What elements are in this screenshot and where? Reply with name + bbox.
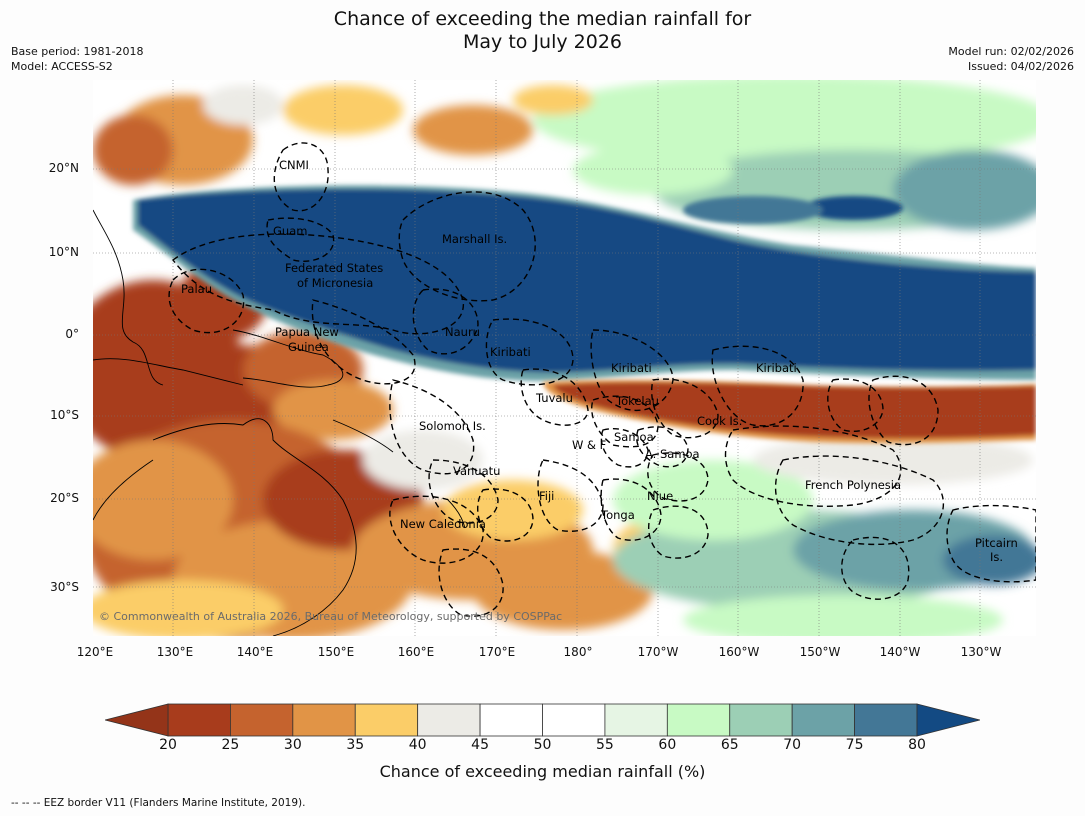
- colorbar-tick-label: 20: [159, 737, 177, 753]
- label-tuvalu: Tuvalu: [536, 391, 573, 405]
- colorbar-cell: [167, 703, 231, 737]
- colorbar-high-extend: [916, 703, 980, 737]
- colorbar-cell: [729, 703, 793, 737]
- colorbar-tick-label: 40: [408, 737, 427, 753]
- label-fsm-line2: of Micronesia: [297, 276, 374, 290]
- title-line-1: Chance of exceeding the median rainfall …: [333, 8, 752, 30]
- label-wallis-futuna: W & F: [572, 438, 607, 452]
- label-kiribati-central: Kiribati: [611, 361, 652, 375]
- meta-right: Model run: 02/02/2026 Issued: 04/02/2026: [948, 44, 1074, 74]
- anomaly-field: [93, 80, 1036, 636]
- lat-label-10n: 10°N: [48, 245, 79, 259]
- lon-label-120e: 120°E: [76, 645, 114, 659]
- label-pitcairn-line2: Is.: [990, 550, 1004, 564]
- lon-label-150e: 150°E: [317, 645, 355, 659]
- label-solomon: Solomon Is.: [419, 419, 486, 433]
- colorbar-tick-label: 25: [221, 737, 240, 753]
- issued-date: Issued: 04/02/2026: [967, 60, 1074, 73]
- lon-label-160e: 160°E: [397, 645, 435, 659]
- label-niue: Niue: [647, 489, 674, 503]
- label-kiribati-west: Kiribati: [490, 345, 531, 359]
- lat-label-0: 0°: [65, 327, 79, 341]
- colorbar-tick-label: 70: [783, 737, 802, 753]
- lon-label-150w: 150°W: [799, 645, 841, 659]
- label-guam: Guam: [273, 224, 308, 238]
- lat-label-30s: 30°S: [50, 580, 79, 594]
- lon-label-140e: 140°E: [236, 645, 274, 659]
- colorbar-tick-label: 65: [720, 737, 739, 753]
- colorbar: [105, 703, 980, 737]
- colorbar-cell: [354, 703, 419, 737]
- label-palau: Palau: [181, 282, 212, 296]
- colorbar-tick-label: 35: [346, 737, 365, 753]
- colorbar-cell: [604, 703, 668, 737]
- colorbar-cell: [542, 703, 606, 737]
- label-fiji: Fiji: [539, 489, 555, 503]
- label-fsm-line1: Federated States: [285, 261, 384, 275]
- lon-label-130e: 130°E: [156, 645, 194, 659]
- lon-label-180: 180°: [563, 645, 593, 659]
- colorbar-low-extend: [105, 703, 169, 737]
- label-nauru: Nauru: [445, 325, 480, 339]
- lat-label-10s: 10°S: [50, 408, 79, 422]
- colorbar-cell: [854, 703, 918, 737]
- colorbar-cell: [292, 703, 356, 737]
- lat-label-20n: 20°N: [48, 161, 79, 175]
- copyright-note: © Commonwealth of Australia 2026, Bureau…: [99, 610, 563, 623]
- title-line-2: May to July 2026: [463, 31, 622, 53]
- colorbar-tick-label: 30: [283, 737, 302, 753]
- lon-label-170w: 170°W: [637, 645, 679, 659]
- base-period: Base period: 1981-2018: [11, 45, 144, 58]
- coastlines: [93, 209, 466, 636]
- label-tonga: Tonga: [601, 508, 635, 522]
- colorbar-cell: [230, 703, 294, 737]
- label-cnmi: CNMI: [279, 158, 309, 172]
- graticule: [93, 80, 1036, 636]
- model-run: Model run: 02/02/2026: [948, 45, 1074, 58]
- eez-borders: [168, 142, 1036, 617]
- chart-title: Chance of exceeding the median rainfall …: [0, 8, 1085, 54]
- label-samoa: Samoa: [614, 430, 654, 444]
- wet-band-north: [133, 185, 1036, 382]
- colorbar-tick-label: 45: [471, 737, 489, 753]
- label-american-samoa: A. Samoa: [645, 447, 700, 461]
- colorbar-cell: [666, 703, 731, 737]
- colorbar-cell: [417, 703, 481, 737]
- colorbar-tick-label: 60: [658, 737, 677, 753]
- lat-label-20s: 20°S: [50, 491, 79, 505]
- label-marshall: Marshall Is.: [442, 232, 508, 246]
- model-name: Model: ACCESS-S2: [11, 60, 113, 73]
- label-vanuatu: Vanuatu: [453, 464, 501, 478]
- lon-label-170e: 170°E: [478, 645, 516, 659]
- colorbar-tick-label: 55: [595, 737, 614, 753]
- label-tokelau: Tokelau: [616, 394, 659, 408]
- colorbar-tick-label: 80: [908, 737, 926, 753]
- lon-label-130w: 130°W: [960, 645, 1002, 659]
- label-png-line1: Papua New: [275, 325, 339, 339]
- colorbar-tick-label: 50: [533, 737, 552, 753]
- colorbar-title: Chance of exceeding median rainfall (%): [379, 762, 706, 781]
- label-kiribati-east: Kiribati: [756, 361, 797, 375]
- label-new-caledonia: New Caledonia: [400, 517, 486, 531]
- rainfall-map: [93, 80, 1036, 636]
- footnote: -- -- -- EEZ border V11 (Flanders Marine…: [11, 797, 306, 809]
- label-pitcairn-line1: Pitcairn: [975, 536, 1018, 550]
- colorbar-cell: [791, 703, 855, 737]
- lon-label-160w: 160°W: [718, 645, 760, 659]
- map-canvas: [93, 80, 1036, 636]
- label-french-polynesia: French Polynesia: [805, 478, 902, 492]
- lon-label-140w: 140°W: [879, 645, 921, 659]
- colorbar-cell: [479, 703, 543, 737]
- meta-left: Base period: 1981-2018 Model: ACCESS-S2: [11, 44, 143, 74]
- colorbar-tick-label: 75: [845, 737, 864, 753]
- label-cook-islands: Cook Is.: [697, 414, 743, 428]
- label-png-line2: Guinea: [288, 340, 329, 354]
